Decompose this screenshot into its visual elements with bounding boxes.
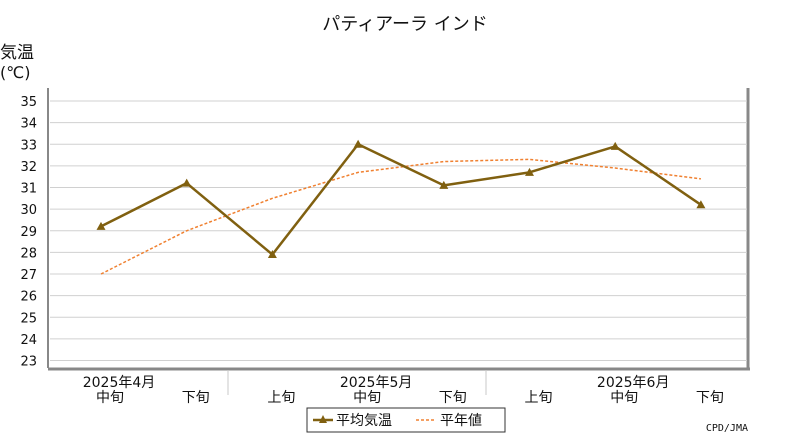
x-tick-label: 中旬 [610,390,638,406]
y-tick-label: 25 [20,311,37,326]
y-tick-labels: 23 24 25 26 27 28 29 30 31 32 33 34 35 [20,95,37,370]
series-line-normal [100,158,701,275]
data-point-average [96,221,106,230]
month-label: 2025年5月 [340,375,413,391]
legend-label-average: 平均気温 [336,413,392,429]
plot-frame [47,88,750,371]
y-tick-label: 32 [20,160,37,175]
x-tick-label: 上旬 [267,390,295,406]
data-point-average [610,141,620,150]
data-point-average [439,180,449,189]
y-tick-label: 34 [20,117,37,132]
month-label: 2025年6月 [597,375,670,391]
y-tick-label: 24 [20,333,37,348]
y-tick-label: 33 [20,138,37,153]
data-point-average [525,167,534,176]
y-tick-label: 27 [20,268,37,283]
data-point-average [182,178,192,187]
y-tick-label: 26 [20,290,37,305]
legend-label-normal: 平年値 [440,413,482,429]
x-tick-label: 中旬 [96,390,124,406]
y-axis-unit: (℃) [0,63,30,82]
credit-text: CPD/JMA [706,423,748,434]
grid-lines [50,100,747,361]
data-point-average [696,200,706,209]
data-point-average [267,250,277,259]
y-tick-label: 31 [20,182,37,197]
y-tick-label: 30 [20,203,37,218]
y-tick-label: 35 [20,95,37,110]
x-tick-label: 下旬 [696,390,724,406]
x-tick-label: 中旬 [353,390,381,406]
x-axis: 中旬 下旬 上旬 中旬 下旬 上旬 中旬 下旬 2025年4月 2025年5月 2025年6月 [83,370,724,406]
data-point-average [353,139,363,148]
y-tick-label: 28 [20,246,37,261]
x-tick-label: 上旬 [525,390,553,406]
y-axis-label: 気温 [0,43,34,63]
chart-title: パティアーラ インド [322,14,488,35]
series-average-temperature [96,139,706,259]
legend: 平均気温 平年値 [306,407,506,433]
x-tick-label: 下旬 [182,390,210,406]
series-normal [100,158,701,275]
series-line-average [100,143,702,256]
y-tick-label: 23 [20,355,37,370]
legend-box [306,407,506,433]
x-tick-label: 下旬 [439,390,467,406]
month-label: 2025年4月 [83,375,156,391]
y-tick-label: 29 [20,225,37,240]
legend-marker-average [319,415,327,423]
